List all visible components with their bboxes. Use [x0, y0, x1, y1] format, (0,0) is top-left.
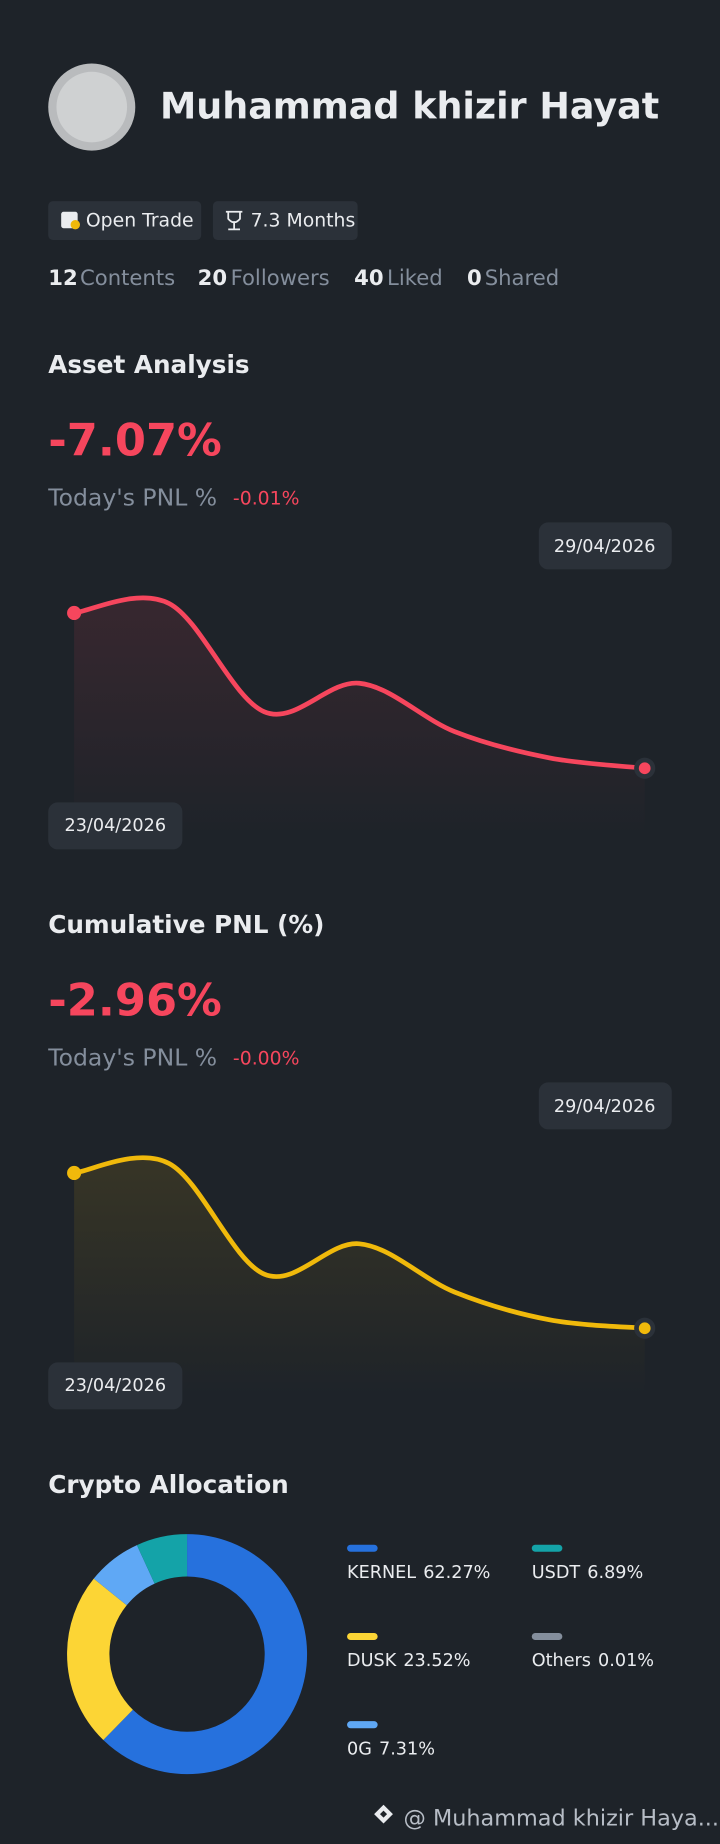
footer-logo — [374, 1804, 393, 1824]
area — [74, 1157, 645, 1396]
end-dot — [638, 1322, 651, 1335]
legend-entry: DUSK 23.52% — [347, 1651, 470, 1671]
legend-name: USDT — [532, 1563, 581, 1583]
legend-entry: USDT 6.89% — [532, 1563, 643, 1583]
headline-value: -7.07% — [48, 415, 222, 467]
tooltip — [48, 1362, 183, 1410]
legend-entry: KERNEL 62.27% — [347, 1563, 490, 1583]
section-title: Asset Analysis — [48, 350, 249, 379]
legend-swatch — [347, 1721, 378, 1729]
stat-value: 12 — [48, 265, 77, 290]
legend-name: DUSK — [347, 1651, 397, 1671]
legend-value: 0.01% — [598, 1651, 654, 1671]
badge-text: Open Trade — [86, 211, 194, 232]
legend-swatch — [531, 1632, 563, 1640]
stat-label[interactable]: Contents — [80, 265, 175, 290]
legend-value: 7.31% — [379, 1739, 435, 1759]
badge-text: 7.3 Months — [251, 211, 356, 232]
avatar-inner — [56, 71, 128, 143]
start-dot — [67, 1165, 82, 1181]
badge-icon — [70, 220, 81, 230]
tooltip-date: 23/04/2026 — [64, 1376, 166, 1396]
today-label: Today's PNL % — [47, 483, 217, 511]
donut-segment — [67, 1534, 308, 1775]
stat-label[interactable]: Shared — [485, 265, 559, 290]
stat-value: 0 — [467, 265, 482, 290]
donut-segment — [67, 1534, 308, 1775]
legend-value: 6.89% — [587, 1563, 643, 1583]
tooltip-date: 23/04/2026 — [64, 816, 166, 836]
badge — [212, 201, 358, 240]
legend-entry: 0G 7.31% — [347, 1739, 435, 1759]
badge-icon — [225, 210, 243, 231]
stat-label[interactable]: Liked — [387, 265, 443, 290]
tooltip — [538, 522, 672, 570]
tooltip — [538, 1082, 672, 1130]
profile-name: Muhammad khizir Hayat — [160, 85, 659, 128]
section-title: Cumulative PNL (%) — [48, 910, 324, 939]
legend-swatch — [531, 1544, 563, 1552]
legend-entry: Others 0.01% — [532, 1651, 654, 1671]
tooltip-date: 29/04/2026 — [554, 537, 656, 557]
stat-label[interactable]: Followers — [231, 265, 330, 290]
line — [73, 595, 645, 771]
headline-value: -2.96% — [48, 975, 222, 1027]
tooltip — [48, 802, 183, 850]
legend-name: Others — [532, 1651, 591, 1671]
end-dot — [638, 762, 651, 775]
legend-swatch — [347, 1632, 378, 1640]
legend-name: KERNEL — [347, 1563, 416, 1583]
badge — [48, 201, 202, 240]
legend-swatch — [347, 1544, 378, 1552]
area — [74, 597, 645, 836]
legend-name: 0G — [347, 1739, 372, 1759]
stat-value: 40 — [354, 265, 383, 290]
tooltip-date: 29/04/2026 — [554, 1097, 656, 1117]
legend-value: 62.27% — [423, 1563, 490, 1583]
today-value: -0.00% — [233, 1048, 300, 1069]
legend-value: 23.52% — [403, 1651, 470, 1671]
line — [73, 1155, 645, 1331]
section-title: Crypto Allocation — [48, 1470, 289, 1499]
today-label: Today's PNL % — [47, 1043, 217, 1071]
stat-value: 20 — [198, 265, 227, 290]
start-dot — [67, 605, 82, 621]
today-value: -0.01% — [233, 488, 300, 509]
footer-text: @ Muhammad khizir Haya... — [404, 1805, 720, 1831]
